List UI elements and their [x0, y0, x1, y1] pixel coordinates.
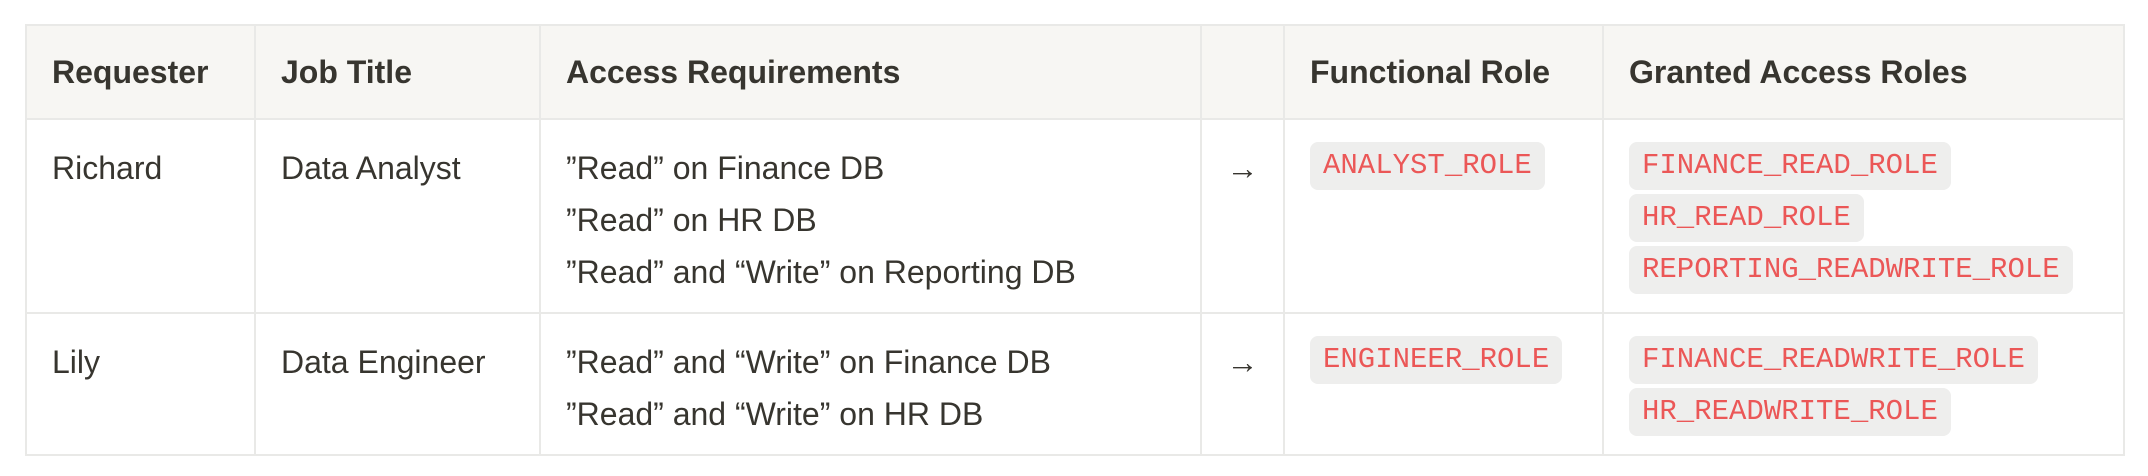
- header-functional-role: Functional Role: [1283, 24, 1604, 120]
- functional-role-code: ENGINEER_ROLE: [1310, 336, 1563, 384]
- header-requester: Requester: [25, 24, 256, 120]
- requirements-cell: ”Read” on Finance DB ”Read” on HR DB ”Re…: [539, 118, 1202, 314]
- granted-role-code: FINANCE_READWRITE_ROLE: [1629, 336, 2038, 384]
- granted-roles-cell: FINANCE_READWRITE_ROLE HR_READWRITE_ROLE: [1602, 312, 2125, 456]
- granted-role-code: HR_READ_ROLE: [1629, 194, 1864, 242]
- requirement: ”Read” on HR DB: [566, 202, 817, 238]
- header-arrow: [1200, 24, 1285, 120]
- arrow-cell: →: [1200, 118, 1285, 314]
- job-title-cell: Data Analyst: [254, 118, 541, 314]
- requester: Richard: [52, 150, 163, 186]
- requirement: ”Read” and “Write” on Finance DB: [566, 344, 1051, 380]
- arrow-right-icon: →: [1226, 150, 1259, 186]
- requester-cell: Richard: [25, 118, 256, 314]
- header-access-requirements: Access Requirements: [539, 24, 1202, 120]
- job-title-cell: Data Engineer: [254, 312, 541, 456]
- job-title: Data Engineer: [281, 344, 486, 380]
- requirement: ”Read” on Finance DB: [566, 150, 885, 186]
- granted-role-code: HR_READWRITE_ROLE: [1629, 388, 1951, 436]
- functional-role-cell: ENGINEER_ROLE: [1283, 312, 1604, 456]
- access-roles-table: Requester Job Title Access Requirements …: [25, 24, 2125, 456]
- table-row: Lily Data Engineer ”Read” and “Write” on…: [25, 312, 2125, 456]
- functional-role-cell: ANALYST_ROLE: [1283, 118, 1604, 314]
- arrow-cell: →: [1200, 312, 1285, 456]
- granted-roles-cell: FINANCE_READ_ROLE HR_READ_ROLE REPORTING…: [1602, 118, 2125, 314]
- job-title: Data Analyst: [281, 150, 461, 186]
- functional-role-code: ANALYST_ROLE: [1310, 142, 1545, 190]
- table-row: Richard Data Analyst ”Read” on Finance D…: [25, 118, 2125, 314]
- requester: Lily: [52, 344, 101, 380]
- granted-role-code: REPORTING_READWRITE_ROLE: [1629, 246, 2073, 294]
- header-row: Requester Job Title Access Requirements …: [25, 24, 2125, 120]
- header-job-title: Job Title: [254, 24, 541, 120]
- requester-cell: Lily: [25, 312, 256, 456]
- arrow-right-icon: →: [1226, 344, 1259, 380]
- header-granted-access-roles: Granted Access Roles: [1602, 24, 2125, 120]
- requirement: ”Read” and “Write” on HR DB: [566, 396, 984, 432]
- granted-role-code: FINANCE_READ_ROLE: [1629, 142, 1951, 190]
- requirements-cell: ”Read” and “Write” on Finance DB ”Read” …: [539, 312, 1202, 456]
- requirement: ”Read” and “Write” on Reporting DB: [566, 254, 1076, 290]
